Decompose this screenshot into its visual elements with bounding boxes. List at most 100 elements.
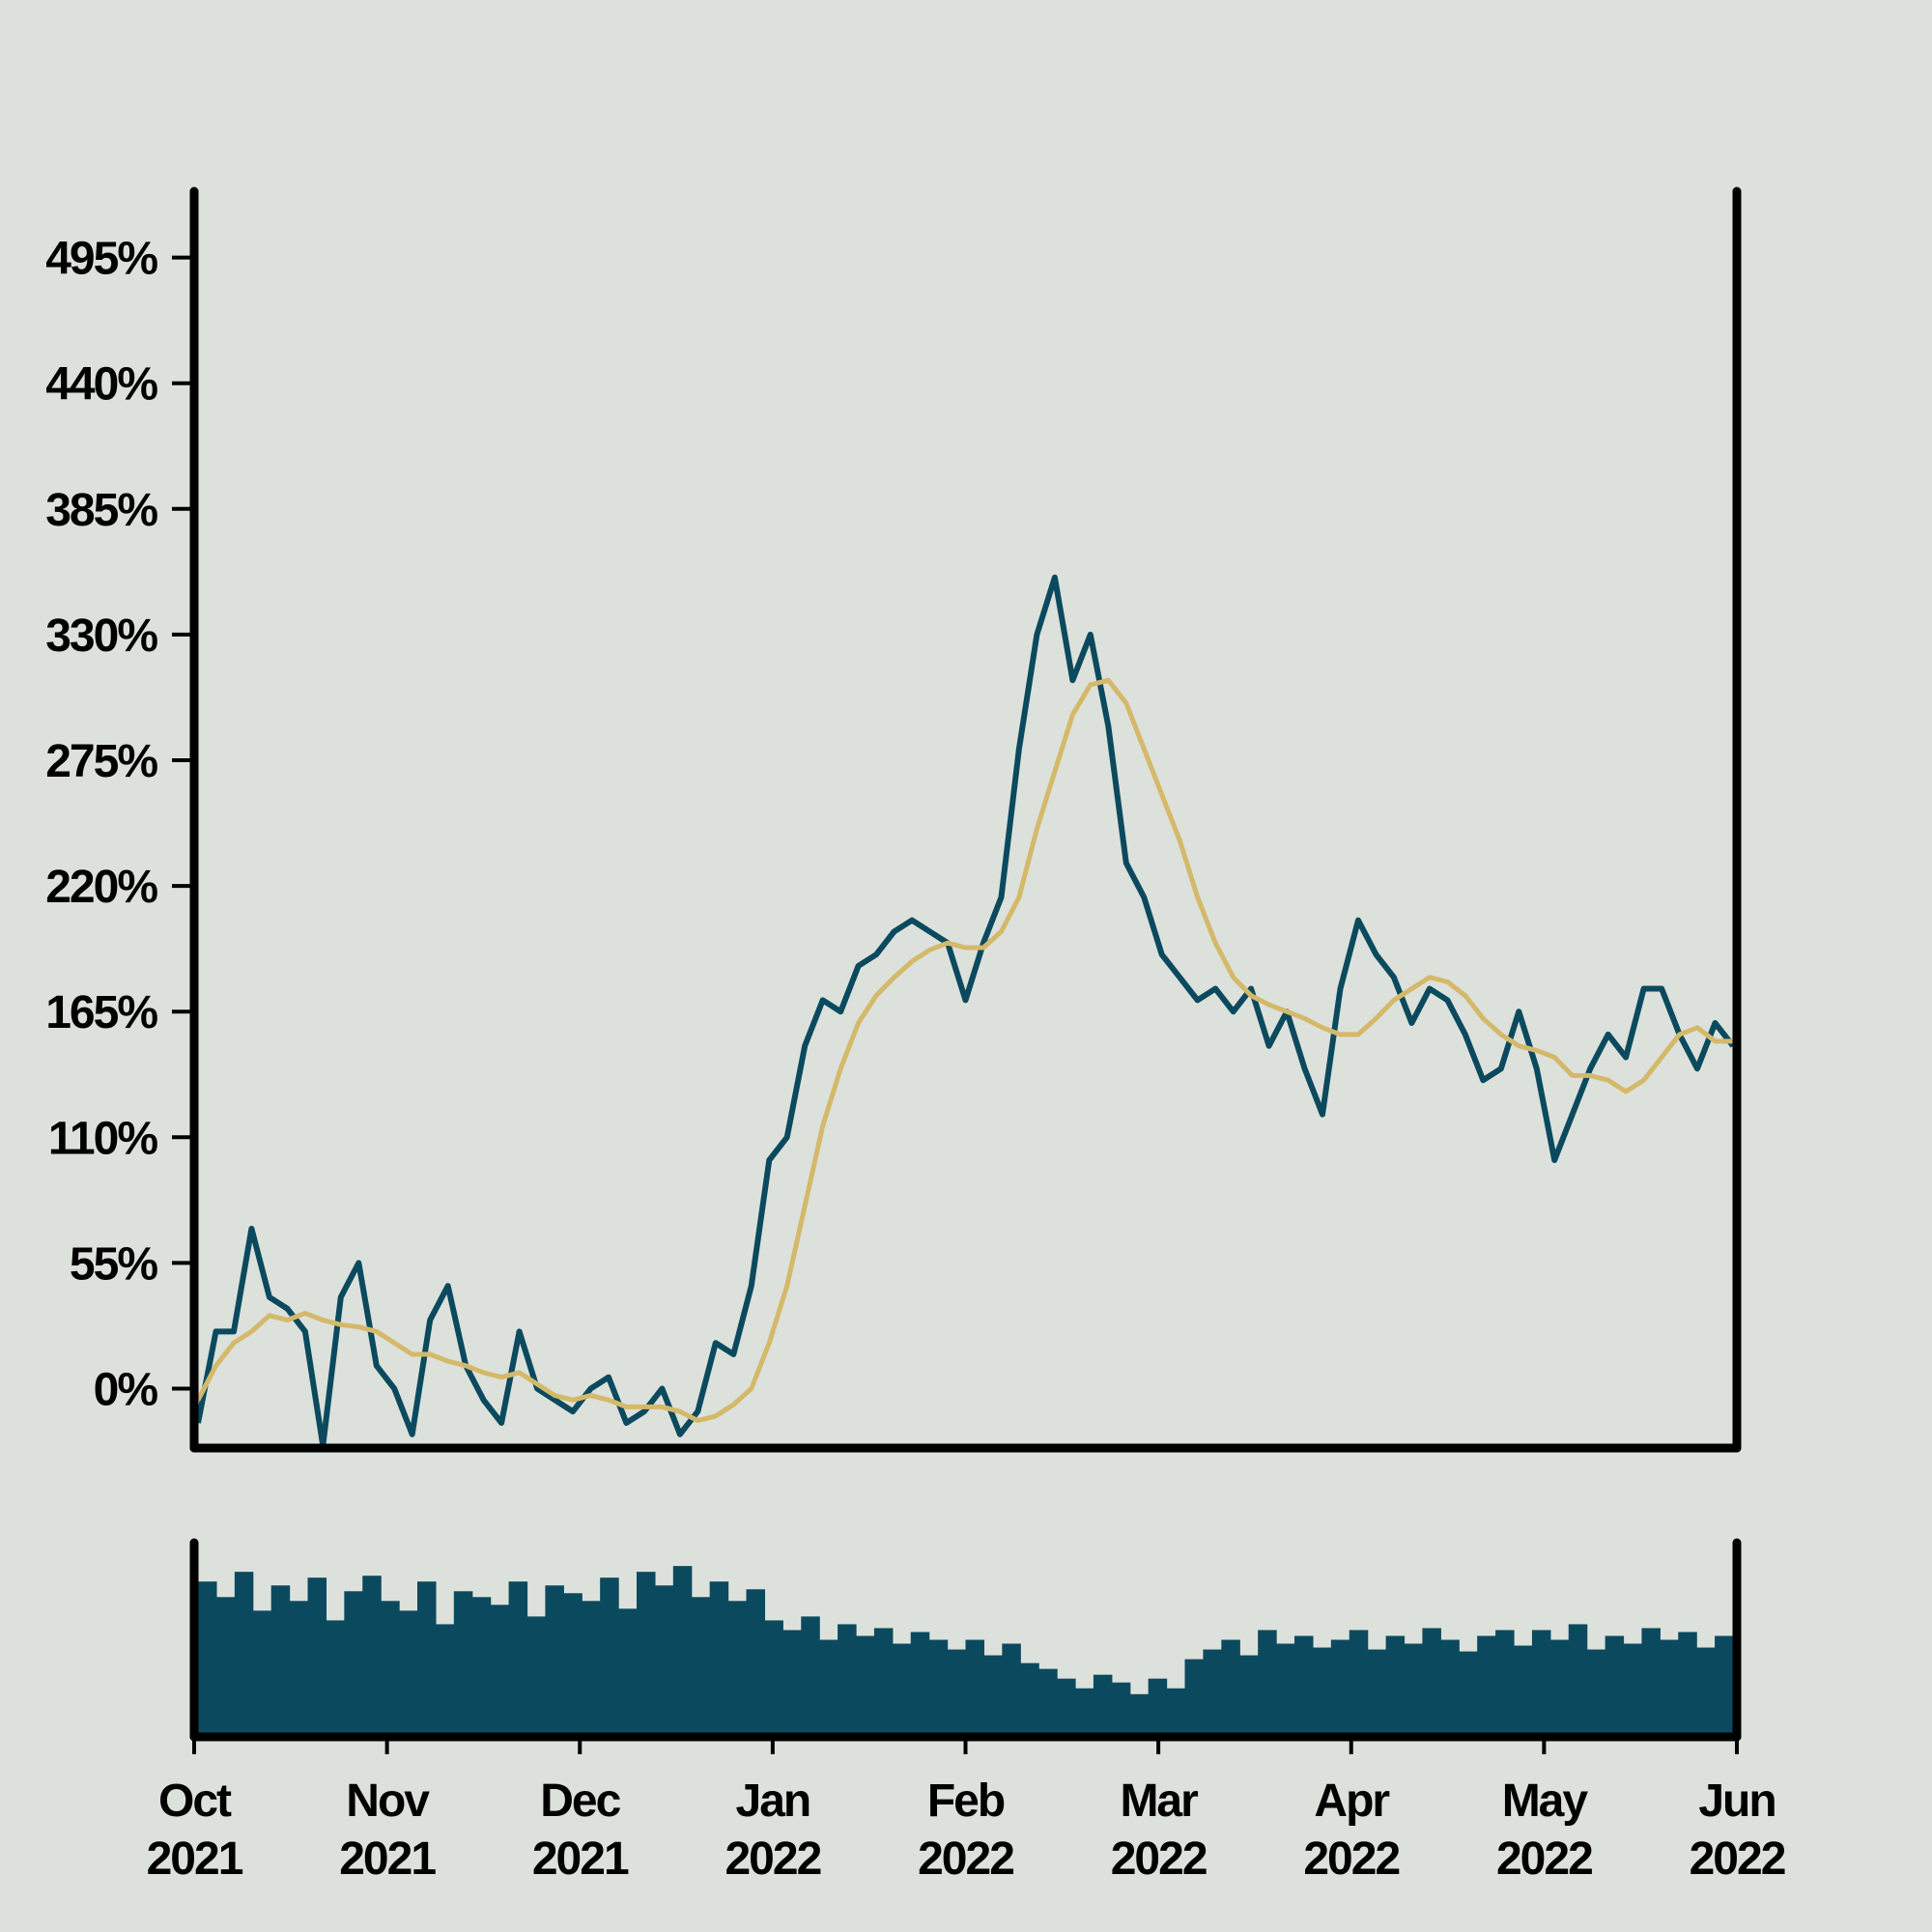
volume-bar	[362, 1576, 382, 1737]
volume-bar	[215, 1597, 236, 1737]
volume-bar	[1276, 1643, 1295, 1737]
volume-bar	[1129, 1693, 1150, 1737]
x-tick-label: Jun 2022	[1690, 1776, 1785, 1885]
volume-bar	[1330, 1639, 1350, 1737]
volume-bar	[1514, 1645, 1533, 1737]
volume-bar	[252, 1610, 272, 1737]
y-tick-label: 495%	[45, 234, 157, 285]
volume-bar	[1404, 1643, 1424, 1737]
volume-bar	[1203, 1649, 1222, 1737]
y-tick-label: 330%	[45, 611, 157, 662]
volume-bar	[289, 1601, 309, 1737]
volume-bar	[928, 1639, 949, 1737]
y-tick-label: 110%	[48, 1113, 157, 1164]
volume-bar	[1641, 1628, 1661, 1737]
y-tick-label: 385%	[45, 485, 157, 536]
volume-bar	[1549, 1639, 1570, 1737]
volume-bar	[819, 1639, 838, 1737]
volume-bar	[1239, 1655, 1259, 1737]
x-tick-label: Dec 2021	[532, 1776, 629, 1885]
volume-bar	[1367, 1649, 1387, 1737]
volume-bar	[1422, 1628, 1441, 1737]
volume-bar	[1715, 1635, 1734, 1737]
volume-bar	[838, 1624, 857, 1737]
y-tick-label: 440%	[45, 359, 157, 411]
x-tick-label: Jan 2022	[724, 1776, 820, 1885]
volume-bar	[471, 1597, 492, 1737]
volume-bar	[1020, 1662, 1039, 1737]
volume-bar	[856, 1635, 875, 1737]
volume-bar	[746, 1589, 766, 1737]
volume-bar	[270, 1585, 291, 1737]
line-series	[195, 677, 1733, 1424]
volume-bar	[1221, 1639, 1240, 1737]
volume-bar	[1568, 1624, 1588, 1737]
volume-bar	[582, 1601, 601, 1737]
volume-bar	[892, 1643, 912, 1737]
volume-bar	[1057, 1678, 1076, 1737]
volume-bar	[672, 1566, 693, 1737]
volume-bar	[344, 1591, 363, 1737]
volume-bar	[1312, 1647, 1332, 1737]
volume-bar	[691, 1597, 711, 1737]
volume-bar	[399, 1610, 418, 1737]
volume-bar	[490, 1605, 510, 1737]
x-tick-label: Nov 2021	[339, 1776, 436, 1885]
volume-bar	[873, 1628, 894, 1737]
volume-bar	[1459, 1651, 1478, 1737]
volume-bar	[1038, 1668, 1058, 1737]
x-tick-label: Apr 2022	[1303, 1776, 1399, 1885]
volume-bar	[526, 1616, 547, 1737]
y-tick-label: 0%	[94, 1364, 158, 1415]
y-tick-label: 275%	[45, 736, 157, 787]
volume-bar	[1093, 1674, 1113, 1737]
volume-bar	[326, 1620, 345, 1737]
volume-bar	[1294, 1635, 1314, 1737]
volume-bar	[435, 1624, 455, 1737]
volume-bar	[1696, 1647, 1716, 1737]
volume-bar	[1660, 1639, 1679, 1737]
volume-bar	[1148, 1678, 1168, 1737]
volume-bar	[764, 1620, 783, 1737]
x-tick-label: May 2022	[1496, 1776, 1592, 1885]
volume-bar	[1111, 1682, 1131, 1737]
volume-bar	[782, 1630, 802, 1737]
volume-bar	[1349, 1630, 1369, 1737]
volume-bar	[965, 1639, 985, 1737]
volume-bar	[453, 1591, 473, 1737]
volume-bar	[1002, 1643, 1021, 1737]
volume-bar	[727, 1601, 748, 1737]
volume-bar	[1385, 1635, 1406, 1737]
volume-bar	[1586, 1649, 1606, 1737]
y-tick-label: 220%	[45, 862, 157, 913]
volume-bar	[947, 1649, 967, 1737]
volume-bar	[637, 1572, 656, 1737]
volume-bar	[1258, 1630, 1277, 1737]
volume-bar	[545, 1585, 564, 1737]
volume-bar	[1166, 1688, 1186, 1737]
y-tick-label: 55%	[70, 1238, 157, 1290]
volume-bar	[983, 1655, 1003, 1737]
x-tick-label: Oct 2021	[147, 1776, 243, 1885]
volume-bar	[618, 1608, 638, 1737]
volume-bar	[1623, 1643, 1643, 1737]
volume-bar	[1440, 1639, 1460, 1737]
volume-bar	[508, 1581, 528, 1737]
volume-bar	[600, 1577, 619, 1737]
volume-bar	[381, 1601, 400, 1737]
y-tick-label: 165%	[45, 987, 157, 1038]
volume-bar	[234, 1572, 254, 1737]
volume-bar	[709, 1581, 729, 1737]
volume-bar	[654, 1585, 674, 1737]
volume-bar	[417, 1581, 437, 1737]
volume-bar	[1477, 1635, 1496, 1737]
volume-bar	[910, 1632, 930, 1737]
volume-bar	[801, 1616, 820, 1737]
volume-bar	[1075, 1688, 1094, 1737]
volume-bar	[1495, 1630, 1515, 1737]
volume-bar	[1678, 1632, 1697, 1737]
x-tick-label: Mar 2022	[1111, 1776, 1207, 1885]
volume-bar	[563, 1593, 582, 1737]
line-series	[195, 574, 1736, 1449]
x-tick-label: Feb 2022	[918, 1776, 1013, 1885]
